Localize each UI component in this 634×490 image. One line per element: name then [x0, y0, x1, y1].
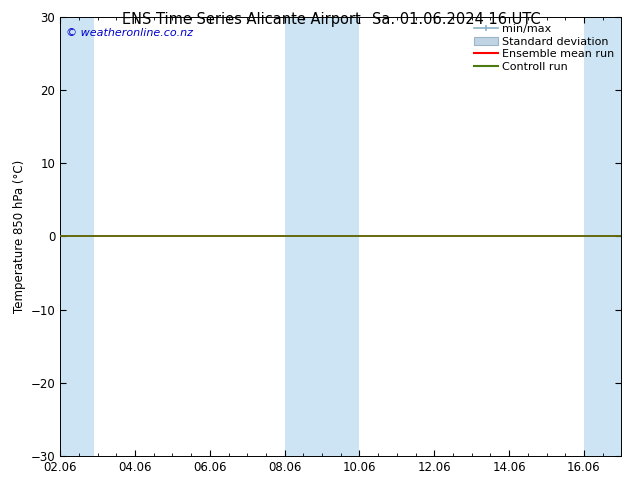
Legend: min/max, Standard deviation, Ensemble mean run, Controll run: min/max, Standard deviation, Ensemble me…: [470, 21, 618, 75]
Text: ENS Time Series Alicante Airport: ENS Time Series Alicante Airport: [122, 12, 360, 27]
Bar: [584, 17, 621, 456]
Y-axis label: Temperature 850 hPa (°C): Temperature 850 hPa (°C): [13, 160, 27, 313]
Text: © weatheronline.co.nz: © weatheronline.co.nz: [66, 28, 193, 38]
Bar: [285, 17, 359, 456]
Text: Sa. 01.06.2024 16 UTC: Sa. 01.06.2024 16 UTC: [372, 12, 541, 27]
Bar: [60, 17, 94, 456]
